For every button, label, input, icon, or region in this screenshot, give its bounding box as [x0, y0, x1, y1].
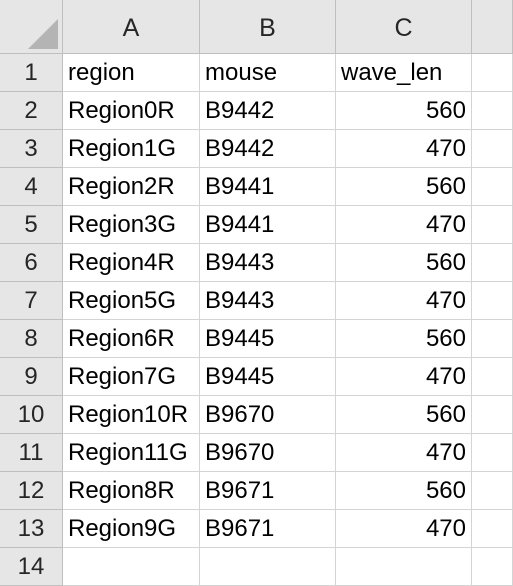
- cell-c13[interactable]: 470: [336, 510, 472, 548]
- row-header-5[interactable]: 5: [0, 206, 63, 244]
- row-header-2[interactable]: 2: [0, 92, 63, 130]
- row-header-3[interactable]: 3: [0, 130, 63, 168]
- cell-a12[interactable]: Region8R: [63, 472, 200, 510]
- cell-c4[interactable]: 560: [336, 168, 472, 206]
- cell-a3[interactable]: Region1G: [63, 130, 200, 168]
- cell-a7[interactable]: Region5G: [63, 282, 200, 320]
- cell-d5[interactable]: [472, 206, 513, 244]
- cell-a8[interactable]: Region6R: [63, 320, 200, 358]
- cell-c5[interactable]: 470: [336, 206, 472, 244]
- column-header-c[interactable]: C: [336, 0, 472, 54]
- cell-d10[interactable]: [472, 396, 513, 434]
- row-header-6[interactable]: 6: [0, 244, 63, 282]
- cell-a9[interactable]: Region7G: [63, 358, 200, 396]
- cell-b9[interactable]: B9445: [200, 358, 336, 396]
- cell-c11[interactable]: 470: [336, 434, 472, 472]
- cell-b5[interactable]: B9441: [200, 206, 336, 244]
- cell-c7[interactable]: 470: [336, 282, 472, 320]
- row-header-1[interactable]: 1: [0, 54, 63, 92]
- row-header-8[interactable]: 8: [0, 320, 63, 358]
- row-header-4[interactable]: 4: [0, 168, 63, 206]
- cell-c9[interactable]: 470: [336, 358, 472, 396]
- cell-b3[interactable]: B9442: [200, 130, 336, 168]
- cell-b13[interactable]: B9671: [200, 510, 336, 548]
- cell-d4[interactable]: [472, 168, 513, 206]
- cell-b6[interactable]: B9443: [200, 244, 336, 282]
- cell-d3[interactable]: [472, 130, 513, 168]
- cell-b10[interactable]: B9670: [200, 396, 336, 434]
- column-header-d[interactable]: [472, 0, 513, 54]
- cell-b4[interactable]: B9441: [200, 168, 336, 206]
- cell-d13[interactable]: [472, 510, 513, 548]
- cell-a1[interactable]: region: [63, 54, 200, 92]
- cell-a14[interactable]: [63, 548, 200, 586]
- cell-d8[interactable]: [472, 320, 513, 358]
- cell-c1[interactable]: wave_len: [336, 54, 472, 92]
- cell-b12[interactable]: B9671: [200, 472, 336, 510]
- cell-d11[interactable]: [472, 434, 513, 472]
- cell-b11[interactable]: B9670: [200, 434, 336, 472]
- cell-a2[interactable]: Region0R: [63, 92, 200, 130]
- cell-a6[interactable]: Region4R: [63, 244, 200, 282]
- cell-b2[interactable]: B9442: [200, 92, 336, 130]
- cell-a11[interactable]: Region11G: [63, 434, 200, 472]
- cell-b8[interactable]: B9445: [200, 320, 336, 358]
- cell-c10[interactable]: 560: [336, 396, 472, 434]
- row-header-12[interactable]: 12: [0, 472, 63, 510]
- cell-a5[interactable]: Region3G: [63, 206, 200, 244]
- cell-d14[interactable]: [472, 548, 513, 586]
- cell-a10[interactable]: Region10R: [63, 396, 200, 434]
- cell-c6[interactable]: 560: [336, 244, 472, 282]
- cell-b1[interactable]: mouse: [200, 54, 336, 92]
- row-header-10[interactable]: 10: [0, 396, 63, 434]
- cell-a4[interactable]: Region2R: [63, 168, 200, 206]
- row-header-14[interactable]: 14: [0, 548, 63, 586]
- cell-b7[interactable]: B9443: [200, 282, 336, 320]
- cell-b14[interactable]: [200, 548, 336, 586]
- column-header-b[interactable]: B: [200, 0, 336, 54]
- select-all-button[interactable]: [0, 0, 63, 54]
- column-header-a[interactable]: A: [63, 0, 200, 54]
- cell-d6[interactable]: [472, 244, 513, 282]
- cell-c8[interactable]: 560: [336, 320, 472, 358]
- cell-d7[interactable]: [472, 282, 513, 320]
- row-header-13[interactable]: 13: [0, 510, 63, 548]
- cell-a13[interactable]: Region9G: [63, 510, 200, 548]
- row-header-9[interactable]: 9: [0, 358, 63, 396]
- row-header-11[interactable]: 11: [0, 434, 63, 472]
- cell-c14[interactable]: [336, 548, 472, 586]
- cell-d1[interactable]: [472, 54, 513, 92]
- cell-d12[interactable]: [472, 472, 513, 510]
- row-header-7[interactable]: 7: [0, 282, 63, 320]
- cell-c12[interactable]: 560: [336, 472, 472, 510]
- cell-d9[interactable]: [472, 358, 513, 396]
- select-all-triangle-icon: [28, 19, 58, 49]
- cell-c3[interactable]: 470: [336, 130, 472, 168]
- cell-d2[interactable]: [472, 92, 513, 130]
- cell-c2[interactable]: 560: [336, 92, 472, 130]
